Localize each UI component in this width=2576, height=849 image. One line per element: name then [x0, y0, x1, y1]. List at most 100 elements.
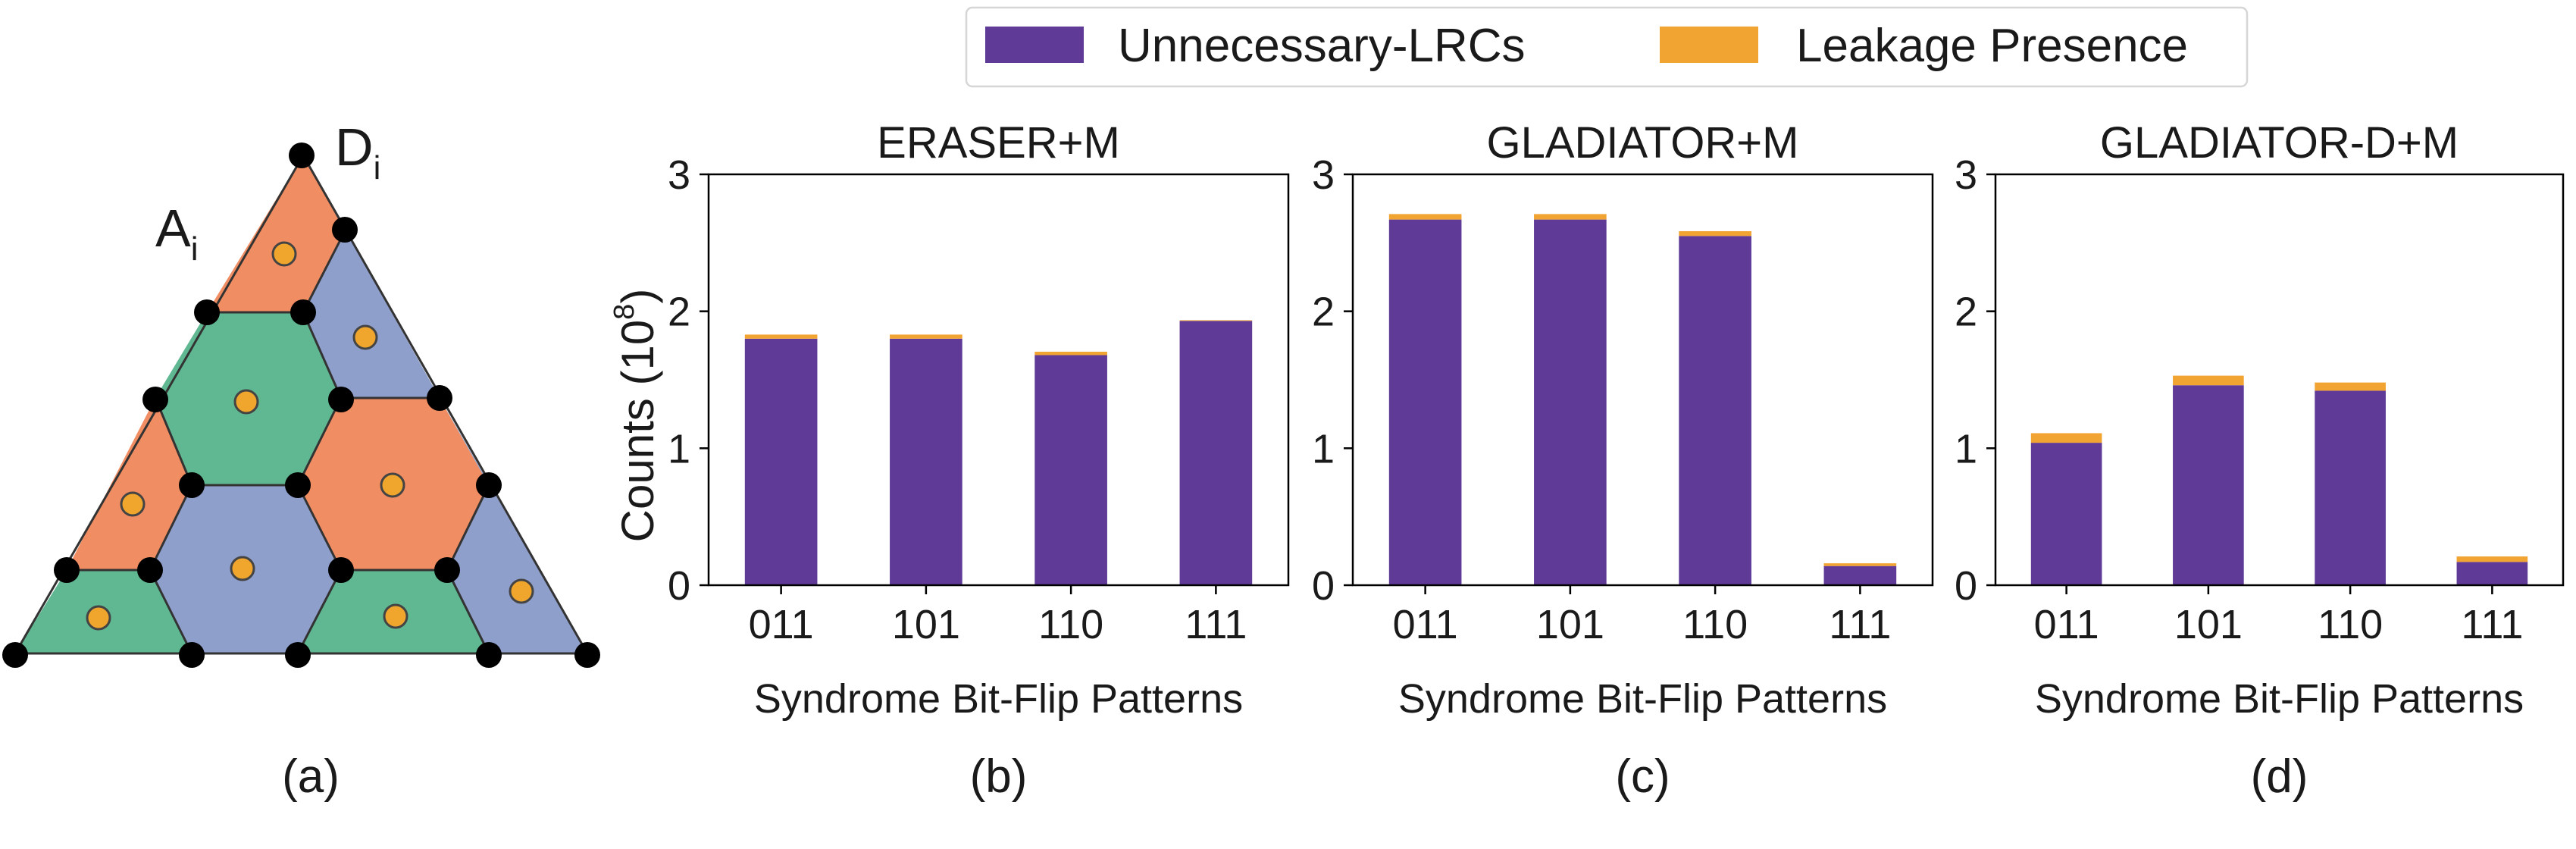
bar-leakage	[744, 334, 818, 339]
cell-orange-left	[67, 398, 192, 570]
y-tick-label: 3	[1312, 152, 1335, 198]
bar-unnecessary	[744, 338, 818, 585]
vertex-dot	[332, 217, 358, 243]
chart-title: GLADIATOR+M	[1486, 118, 1798, 168]
bar-unnecessary	[1179, 321, 1253, 585]
vertex-dot	[328, 387, 354, 412]
y-tick-label: 0	[1312, 563, 1335, 609]
bar-leakage	[2030, 433, 2102, 443]
bar-unnecessary	[1679, 236, 1751, 585]
y-tick-label: 0	[1955, 563, 1977, 609]
vertex-dot	[328, 557, 354, 583]
bar-unnecessary	[1034, 355, 1107, 585]
x-axis-label: Syndrome Bit-Flip Patterns	[2035, 676, 2524, 722]
y-tick-label: 1	[1312, 426, 1335, 471]
x-tick-label: 110	[1038, 602, 1103, 647]
bar-unnecessary	[2456, 562, 2528, 585]
bar-leakage	[1388, 214, 1462, 220]
bar-unnecessary	[2030, 443, 2102, 585]
vertex-dot	[54, 557, 80, 583]
bar-unnecessary	[2173, 385, 2244, 585]
x-tick-label: 011	[2034, 602, 2099, 647]
qubit-marker	[380, 472, 405, 498]
x-tick-label: 101	[1536, 602, 1604, 647]
y-tick-label: 3	[1955, 152, 1977, 198]
x-axis-label: Syndrome Bit-Flip Patterns	[1398, 676, 1887, 722]
bar-unnecessary	[1534, 219, 1607, 585]
y-tick-label: 2	[668, 290, 690, 335]
qubit-marker	[120, 491, 146, 517]
x-tick-label: 110	[1682, 602, 1748, 647]
y-tick-label: 2	[1312, 290, 1335, 335]
y-tick-label: 2	[1955, 290, 1977, 335]
bar-unnecessary	[1823, 565, 1897, 585]
label-d: Di	[335, 117, 380, 186]
bar-leakage	[1823, 563, 1897, 566]
vertex-dot	[179, 472, 205, 498]
y-tick-label: 1	[1955, 426, 1977, 471]
vertex-dot	[194, 299, 220, 325]
x-axis-label: Syndrome Bit-Flip Patterns	[754, 676, 1243, 722]
panel-label: (c)	[1615, 750, 1670, 803]
bar-leakage	[1679, 230, 1751, 237]
qubit-marker	[86, 605, 111, 631]
qubit-marker	[352, 324, 378, 350]
qubit-marker	[271, 241, 297, 267]
legend-label-leakage: Leakage Presence	[1796, 20, 2188, 72]
vertex-dot	[2, 642, 28, 668]
x-tick-label: 011	[1393, 602, 1458, 647]
bar-unnecessary	[2315, 390, 2386, 585]
qubit-marker	[230, 556, 255, 581]
x-tick-label: 101	[2174, 602, 2243, 647]
bar-leakage	[890, 334, 962, 339]
vertex-dot	[285, 472, 311, 498]
legend-swatch-leakage	[1660, 27, 1758, 63]
x-tick-label: 111	[1829, 602, 1891, 647]
label-a: Ai	[155, 199, 198, 268]
chart-title: GLADIATOR-D+M	[2100, 118, 2459, 168]
bar-leakage	[2456, 556, 2528, 562]
x-tick-label: 011	[749, 602, 814, 647]
y-tick-label: 0	[668, 563, 690, 609]
x-tick-label: 110	[2318, 602, 2383, 647]
legend-frame	[965, 6, 2249, 88]
bar-unnecessary	[1388, 219, 1462, 585]
qubit-marker	[383, 603, 408, 629]
vertex-dot	[574, 642, 600, 668]
vertex-dot	[476, 642, 502, 668]
vertex-dot	[434, 557, 460, 583]
vertex-dot	[142, 387, 168, 412]
legend-label-unnecessary: Unnecessary-LRCs	[1118, 20, 1526, 72]
qubit-markers	[86, 241, 534, 631]
plot-frame	[707, 173, 1290, 587]
vertex-dot	[179, 642, 205, 668]
vertex-dot	[285, 642, 311, 668]
x-tick-label: 111	[1185, 602, 1247, 647]
legend-swatch-unnecessary	[985, 27, 1084, 63]
panel-label: (d)	[2251, 750, 2308, 803]
panel-label: (b)	[970, 750, 1028, 803]
qubit-marker	[509, 578, 534, 604]
cell-orange-top	[207, 155, 345, 312]
vertex-dot	[290, 299, 316, 325]
bar-leakage	[1534, 214, 1607, 220]
triangle-diagram: Di Ai (a)	[2, 117, 600, 803]
bar-unnecessary	[890, 338, 962, 585]
bar-leakage	[2315, 382, 2386, 391]
panel-label-a: (a)	[282, 750, 340, 803]
x-tick-label: 101	[892, 602, 960, 647]
vertex-dot	[289, 143, 315, 168]
legend: Unnecessary-LRCs Leakage Presence	[965, 6, 2249, 88]
plot-frame	[1994, 173, 2565, 587]
vertex-dot	[476, 472, 502, 498]
plot-frame	[1351, 173, 1934, 587]
vertex-dot	[137, 557, 163, 583]
y-tick-label: 1	[668, 426, 690, 471]
x-tick-label: 111	[2461, 602, 2523, 647]
bar-leakage	[2173, 375, 2244, 386]
vertex-dots	[2, 143, 600, 668]
